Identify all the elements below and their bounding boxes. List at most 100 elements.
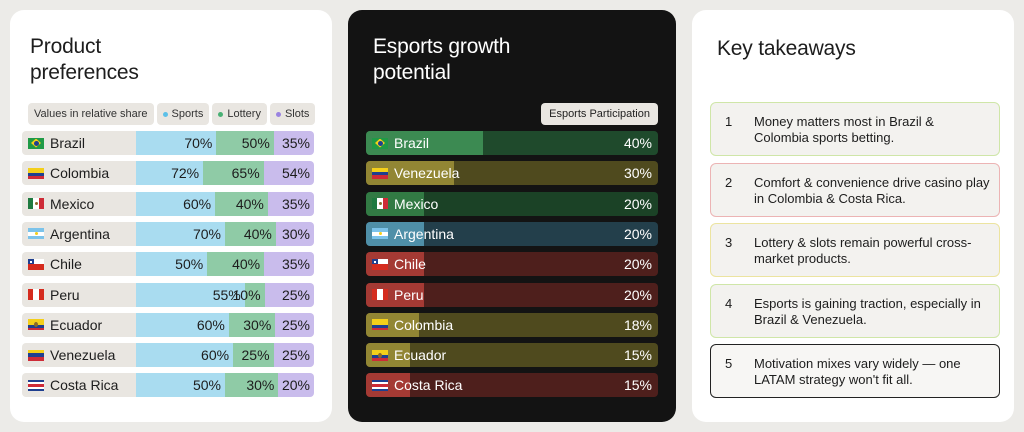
- legend-sports-label: Sports: [171, 108, 204, 120]
- slots-segment: 35%: [264, 252, 314, 277]
- country-label: Colombia: [50, 165, 110, 182]
- esports-value-label: 20%: [623, 286, 652, 303]
- flag-costa-rica-icon: [28, 379, 44, 391]
- country-cell: Mexico: [366, 196, 438, 212]
- esports-row-mexico: Mexico 20%: [366, 191, 658, 216]
- product-row-colombia: Colombia 72% 65% 54%: [22, 161, 314, 186]
- country-cell: Colombia: [22, 161, 136, 186]
- takeaway-item-3: 3 Lottery & slots remain powerful cross-m…: [710, 223, 1000, 277]
- country-cell: Chile: [22, 252, 136, 277]
- takeaway-number: 4: [725, 295, 733, 311]
- product-row-venezuela: Venezuela 60% 25% 25%: [22, 343, 314, 368]
- sports-segment: 55%: [136, 282, 245, 307]
- lottery-segment: 50%: [216, 131, 274, 155]
- flag-colombia-icon: [372, 319, 388, 331]
- country-label: Venezuela: [394, 165, 460, 182]
- flag-argentina-icon: [28, 228, 44, 240]
- country-cell: Peru: [366, 287, 424, 303]
- lottery-segment: 30%: [228, 312, 276, 337]
- country-cell: Venezuela: [366, 165, 459, 181]
- esports-row-argentina: Argentina 20%: [366, 221, 658, 246]
- flag-chile-icon: [28, 258, 44, 270]
- esports-row-venezuela: Venezuela 30%: [366, 161, 658, 186]
- lottery-segment: 25%: [233, 343, 274, 368]
- esports-participation-header: Esports Participation: [541, 103, 658, 125]
- slots-segment: 20%: [278, 373, 314, 398]
- country-label: Brazil: [50, 135, 86, 151]
- esports-growth-title: Esports growth potential: [373, 35, 511, 84]
- esports-value-label: 20%: [623, 225, 652, 242]
- product-legend: Values in relative share Sports Lottery …: [28, 103, 316, 125]
- sports-segment: 70%: [136, 221, 225, 246]
- sports-segment: 60%: [136, 312, 229, 337]
- country-label: Colombia: [394, 316, 454, 333]
- esports-value-label: 20%: [623, 195, 652, 212]
- esports-row-ecuador: Ecuador 15%: [366, 343, 658, 368]
- esports-value-label: 30%: [623, 165, 652, 182]
- flag-peru-icon: [372, 289, 388, 300]
- flag-venezuela-icon: [372, 167, 388, 179]
- sports-segment: 50%: [136, 373, 225, 398]
- slots-dot-icon: [275, 111, 281, 117]
- flag-brazil-icon: [372, 137, 388, 149]
- esports-value-label: 15%: [623, 377, 652, 394]
- country-cell: Brazil: [366, 135, 429, 151]
- flag-mexico-icon: [28, 198, 44, 210]
- legend-slots-label: Slots: [284, 108, 310, 120]
- flag-venezuela-icon: [28, 349, 44, 361]
- lottery-segment: 40%: [215, 191, 268, 216]
- country-cell: Venezuela: [22, 343, 136, 368]
- takeaway-item-2: 2 Comfort & convenience drive casino play…: [710, 162, 1000, 217]
- flag-costa-rica-icon: [372, 379, 388, 391]
- country-label: Chile: [50, 256, 82, 273]
- product-row-ecuador: Ecuador 60% 30% 25%: [22, 312, 314, 337]
- legend-sports: Sports: [156, 103, 210, 125]
- country-label: Costa Rica: [394, 377, 463, 394]
- flag-chile-icon: [372, 258, 388, 270]
- legend-note: Values in relative share: [28, 103, 154, 125]
- takeaway-item-1: 1 Money matters most in Brazil & Colombia…: [710, 102, 1000, 156]
- country-cell: Argentina: [366, 226, 454, 242]
- country-label: Mexico: [394, 195, 439, 212]
- lottery-dot-icon: [218, 111, 224, 117]
- country-label: Argentina: [50, 225, 110, 242]
- esports-row-peru: Peru 20%: [366, 282, 658, 307]
- sports-dot-icon: [162, 111, 168, 117]
- country-label: Peru: [50, 286, 80, 303]
- takeaway-text: Lottery & slots remain powerful cross-ma…: [754, 235, 972, 266]
- country-label: Peru: [394, 286, 424, 303]
- sports-segment: 72%: [136, 161, 204, 186]
- sports-segment: 70%: [136, 131, 217, 155]
- product-row-argentina: Argentina 70% 40% 30%: [22, 221, 314, 246]
- slots-segment: 25%: [264, 282, 314, 307]
- slots-segment: 25%: [275, 312, 314, 337]
- country-label: Argentina: [394, 225, 454, 242]
- product-preferences-title: Product preferences: [30, 35, 139, 84]
- country-cell: Brazil: [22, 131, 136, 155]
- country-cell: Peru: [22, 282, 136, 307]
- product-row-mexico: Mexico 60% 40% 35%: [22, 191, 314, 216]
- esports-value-label: 15%: [623, 347, 652, 364]
- flag-mexico-icon: [372, 198, 388, 210]
- flag-colombia-icon: [28, 167, 44, 179]
- takeaway-number: 3: [725, 235, 733, 250]
- slots-segment: 30%: [275, 221, 314, 246]
- legend-lottery: Lottery: [212, 103, 267, 125]
- country-label: Chile: [394, 256, 426, 273]
- takeaway-text: Comfort & convenience drive casino play …: [754, 174, 990, 206]
- country-label: Venezuela: [50, 347, 116, 364]
- product-preferences-card: Product preferences Values in relative s…: [10, 10, 332, 422]
- esports-value-label: 20%: [623, 256, 652, 273]
- country-label: Mexico: [50, 195, 95, 212]
- flag-brazil-icon: [28, 137, 44, 149]
- esports-row-brazil: Brazil 40%: [366, 131, 658, 155]
- slots-segment: 25%: [273, 343, 314, 368]
- key-takeaways-card: Key takeaways 1 Money matters most in Bra…: [692, 10, 1014, 422]
- esports-row-colombia: Colombia 18%: [366, 312, 658, 337]
- flag-peru-icon: [28, 289, 44, 300]
- esports-growth-card: Esports growth potential Esports Partici…: [348, 10, 676, 422]
- flag-argentina-icon: [372, 228, 388, 240]
- slots-segment: 35%: [273, 131, 314, 155]
- country-cell: Ecuador: [22, 312, 136, 337]
- sports-segment: 60%: [136, 191, 216, 216]
